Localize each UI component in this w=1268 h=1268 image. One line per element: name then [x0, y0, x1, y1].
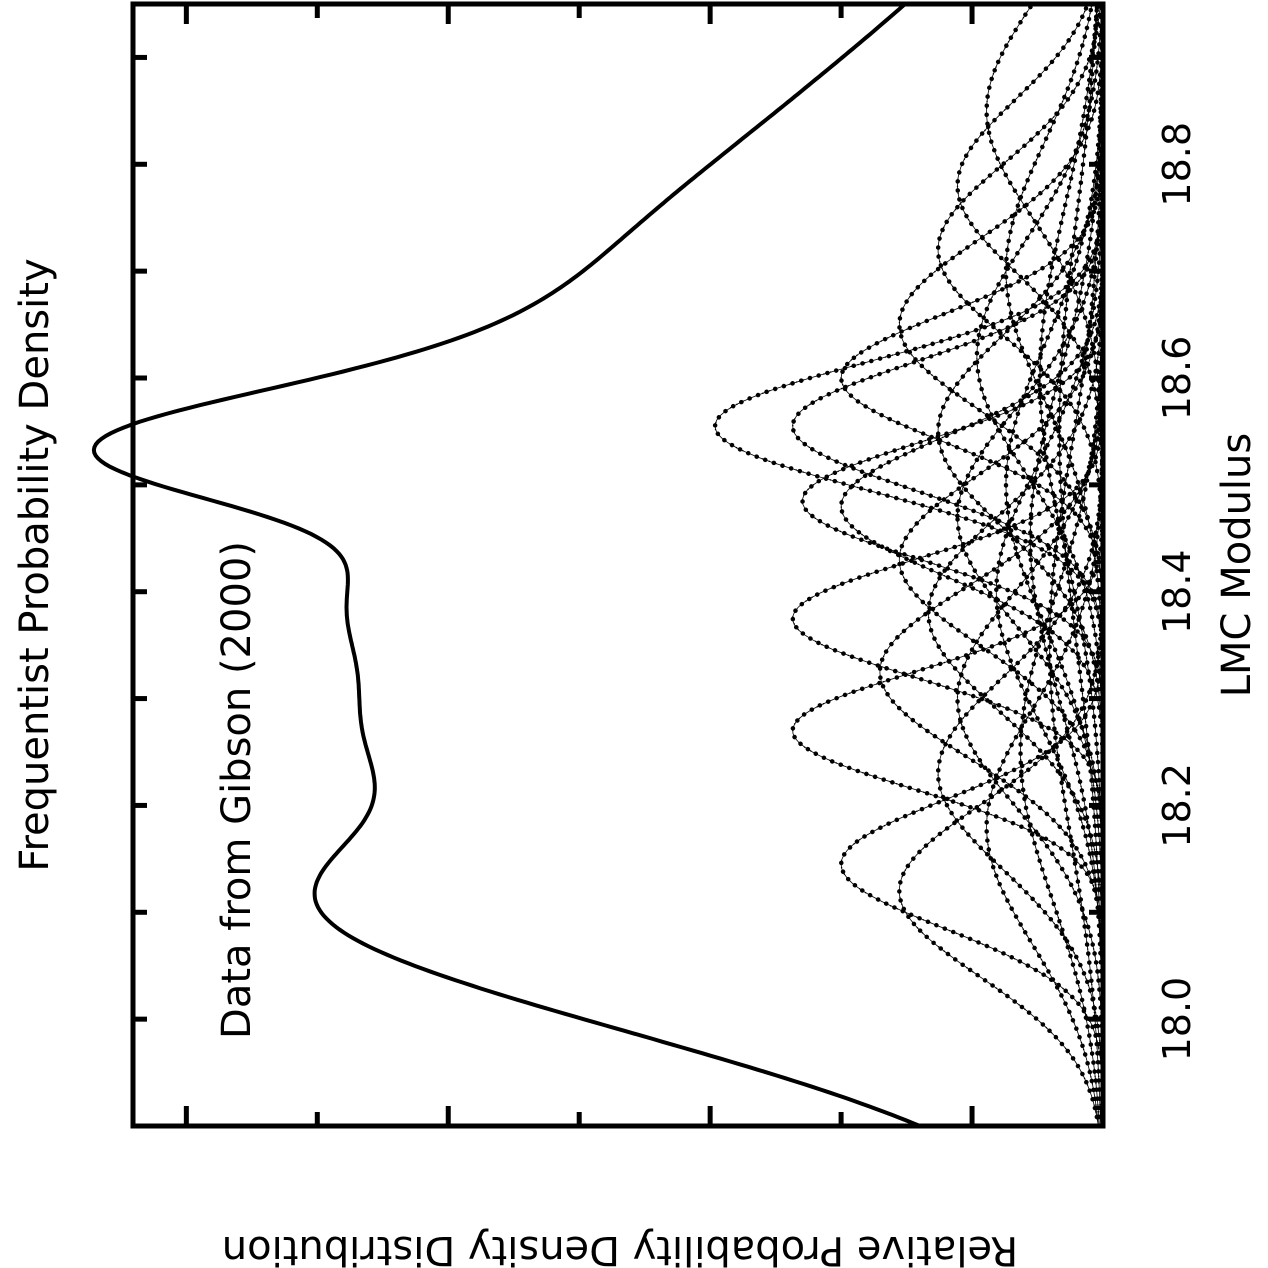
individual-curve-dots-30: [1057, 1, 1106, 1129]
individual-curve-dots-2: [790, 1, 1106, 1129]
total-probability-curve: [91, 2, 921, 1128]
chart-title: Frequentist Probability Density: [12, 258, 58, 871]
individual-curve-dots-14: [955, 1, 1106, 1129]
x-tick-label: 18.4: [1155, 549, 1199, 634]
x-tick-label: 18.6: [1155, 336, 1199, 421]
x-tick-label: 18.2: [1155, 763, 1199, 848]
tick-labels: 18.0 18.2 18.4 18.6 18.8: [1155, 122, 1199, 1061]
ticks-layer: [133, 4, 1103, 1129]
x-tick-label: 18.8: [1155, 122, 1199, 207]
individual-curve-dots-18: [984, 1, 1106, 1129]
plot-frame: [130, 1, 1106, 1129]
individual-curve-dots-24: [1003, 1, 1106, 1129]
individual-curve-line-27: [1029, 4, 1104, 1126]
individual-curve-dots-4: [800, 1, 1106, 1129]
individual-curve-dots-22: [974, 1, 1106, 1129]
individual-curve-dots-29: [1047, 1, 1106, 1129]
curves-layer: [91, 1, 1106, 1129]
y-axis-label: Relative Probability Density Distributio…: [222, 1227, 1018, 1268]
x-axis-label: LMC Modulus: [1214, 433, 1260, 697]
x-tick-label: 18.0: [1155, 977, 1199, 1062]
annotation-label: Data from Gibson (2000): [214, 541, 260, 1039]
